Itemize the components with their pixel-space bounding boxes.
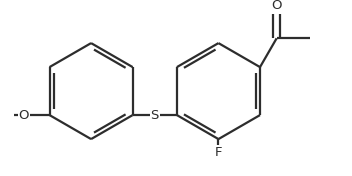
Text: F: F xyxy=(215,146,222,159)
Text: O: O xyxy=(271,0,282,12)
Text: O: O xyxy=(18,109,29,122)
Text: S: S xyxy=(151,109,159,122)
